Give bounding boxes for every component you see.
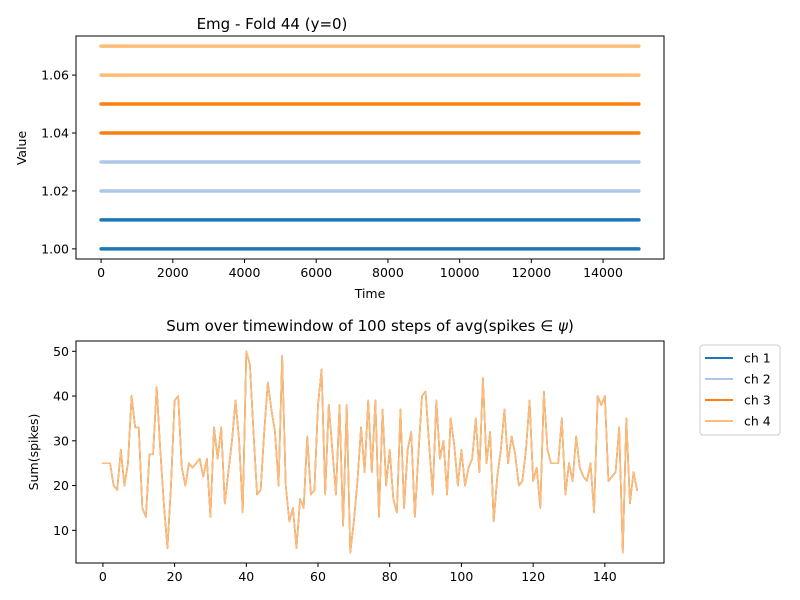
- legend-frame: [699, 344, 781, 436]
- emg-y-tick-label: 1.02: [41, 183, 69, 198]
- emg-y-axis-label: Value: [14, 131, 29, 166]
- emg-x-tick-label: 12000: [511, 265, 551, 280]
- emg-y-tick-label: 1.06: [41, 68, 69, 83]
- emg-x-tick-label: 10000: [440, 265, 480, 280]
- emg-x-tick-label: 8000: [372, 265, 404, 280]
- spikes-x-tick-label: 80: [382, 569, 398, 584]
- spikes-y-ticks: 10 20 30 40 50: [53, 344, 76, 538]
- spikes-y-tick-label: 20: [53, 478, 69, 493]
- spikes-series-line-4: [102, 350, 638, 554]
- spikes-y-tick-label: 10: [53, 523, 69, 538]
- spikes-y-tick-label: 30: [53, 433, 69, 448]
- emg-x-tick-label: 6000: [300, 265, 332, 280]
- spikes-plot-frame: [75, 340, 665, 564]
- spikes-series-group: [102, 350, 638, 554]
- spikes-x-tick-label: 60: [310, 569, 326, 584]
- emg-y-ticks: 1.00 1.02 1.04 1.06: [41, 68, 76, 256]
- emg-series-group: [99, 44, 641, 251]
- spikes-x-tick-label: 140: [593, 569, 617, 584]
- emg-x-tick-label: 2000: [157, 265, 189, 280]
- legend-label-3: ch 3: [744, 393, 771, 408]
- emg-y-tick-label: 1.04: [41, 126, 69, 141]
- spikes-x-tick-label: 20: [167, 569, 183, 584]
- emg-x-ticks: 0 2000 4000 6000 8000 10000 12000 14000: [97, 259, 623, 280]
- emg-x-axis-label: Time: [354, 286, 386, 301]
- legend-label-1: ch 1: [744, 351, 771, 366]
- spikes-x-tick-label: 100: [449, 569, 473, 584]
- legend: ch 1 ch 2 ch 3 ch 4: [699, 344, 781, 436]
- spikes-chart: Sum over timewindow of 100 steps of avg(…: [26, 317, 781, 584]
- spikes-x-tick-label: 120: [521, 569, 545, 584]
- emg-x-tick-label: 4000: [229, 265, 261, 280]
- spikes-y-tick-label: 40: [53, 389, 69, 404]
- spikes-x-ticks: 0 20 40 60 80 100 120 140: [99, 563, 617, 584]
- spikes-y-axis-label: Sum(spikes): [26, 414, 41, 491]
- emg-x-tick-label: 14000: [583, 265, 623, 280]
- emg-chart-title: Emg - Fold 44 (y=0): [197, 15, 348, 33]
- spikes-x-tick-label: 0: [99, 569, 107, 584]
- emg-x-tick-label: 0: [97, 265, 105, 280]
- emg-plot-frame: [75, 35, 665, 260]
- legend-label-2: ch 2: [744, 372, 771, 387]
- spikes-x-tick-label: 40: [238, 569, 254, 584]
- legend-label-4: ch 4: [744, 414, 771, 429]
- spikes-chart-title: Sum over timewindow of 100 steps of avg(…: [166, 317, 574, 335]
- emg-y-tick-label: 1.00: [41, 241, 69, 256]
- spikes-y-tick-label: 50: [53, 344, 69, 359]
- emg-chart: Emg - Fold 44 (y=0) 0 2000 4000 6000 8000 100…: [14, 15, 665, 301]
